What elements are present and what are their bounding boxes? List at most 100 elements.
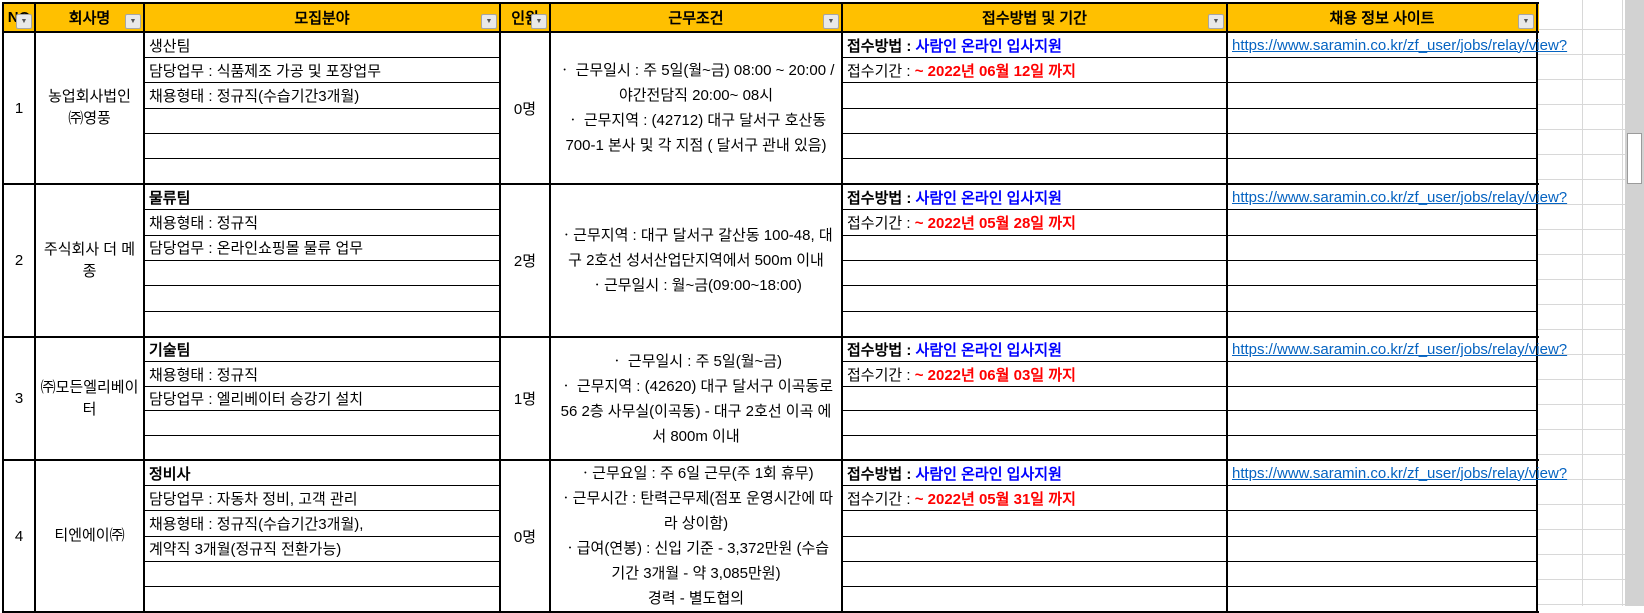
filter-button[interactable]: ▼	[1518, 14, 1534, 29]
company-name-cell[interactable]: 농업회사법인 ㈜영풍	[36, 33, 145, 183]
recruit-field-subrow[interactable]	[145, 159, 499, 183]
recruit-field-subrow[interactable]	[145, 109, 499, 134]
recruit-field-subrow[interactable]: 계약직 3개월(정규직 전환가능)	[145, 537, 499, 562]
empty-subrow[interactable]	[843, 134, 1226, 159]
column-header-headcount[interactable]: 인원 ▼	[501, 4, 551, 31]
filter-button[interactable]: ▼	[531, 14, 547, 29]
apply-method-subrow[interactable]: 접수방법 : 사람인 온라인 입사지원	[843, 461, 1226, 487]
empty-subrow[interactable]	[1228, 109, 1536, 134]
job-link-subrow[interactable]: https://www.saramin.co.kr/zf_user/jobs/r…	[1228, 338, 1567, 363]
company-name-cell[interactable]: 티엔에이㈜	[36, 461, 145, 611]
recruit-field-subrow[interactable]: 생산팀	[145, 33, 499, 59]
recruit-field-subrow[interactable]: 채용형태 : 정규직(수습기간3개월),	[145, 511, 499, 537]
job-link-subrow[interactable]: https://www.saramin.co.kr/zf_user/jobs/r…	[1228, 33, 1567, 59]
empty-subrow[interactable]	[1228, 134, 1536, 159]
column-header-recruit-field[interactable]: 모집분야 ▼	[145, 4, 501, 31]
empty-subrow[interactable]	[1228, 436, 1536, 459]
job-link-subrow[interactable]: https://www.saramin.co.kr/zf_user/jobs/r…	[1228, 185, 1567, 211]
job-info-site-cell[interactable]: https://www.saramin.co.kr/zf_user/jobs/r…	[1228, 185, 1567, 336]
job-posting-link[interactable]: https://www.saramin.co.kr/zf_user/jobs/r…	[1232, 36, 1568, 54]
company-name-cell[interactable]: ㈜모든엘리베이터	[36, 338, 145, 459]
empty-subrow[interactable]	[1228, 58, 1536, 84]
apply-period-subrow[interactable]: 접수기간 : ~ 2022년 06월 12일 까지	[843, 58, 1226, 84]
empty-subrow[interactable]	[843, 286, 1226, 312]
empty-subrow[interactable]	[1228, 159, 1536, 183]
scrollbar-thumb[interactable]	[1627, 133, 1642, 184]
recruit-field-subrow[interactable]: 담당업무 : 온라인쇼핑몰 물류 업무	[145, 236, 499, 261]
recruit-field-subrow[interactable]: 담당업무 : 식품제조 가공 및 포장업무	[145, 58, 499, 84]
column-header-company[interactable]: 회사명 ▼	[36, 4, 145, 31]
recruit-field-subrow[interactable]: 정비사	[145, 461, 499, 487]
empty-subrow[interactable]	[1228, 537, 1536, 562]
job-posting-link[interactable]: https://www.saramin.co.kr/zf_user/jobs/r…	[1232, 341, 1568, 359]
empty-subrow[interactable]	[1228, 83, 1536, 109]
empty-subrow[interactable]	[843, 411, 1226, 436]
work-conditions-cell[interactable]: ㆍ 근무일시 : 주 5일(월~금) 08:00 ~ 20:00 / 야간전담직…	[551, 33, 843, 183]
recruit-field-subrow[interactable]: 채용형태 : 정규직	[145, 362, 499, 387]
empty-subrow[interactable]	[843, 261, 1226, 287]
headcount-cell[interactable]: 0명	[501, 461, 551, 611]
recruit-field-subrow[interactable]	[145, 312, 499, 336]
recruit-field-subrow[interactable]	[145, 562, 499, 587]
empty-subrow[interactable]	[1228, 312, 1536, 336]
empty-subrow[interactable]	[843, 587, 1226, 611]
apply-period-subrow[interactable]: 접수기간 : ~ 2022년 06월 03일 까지	[843, 362, 1226, 387]
recruit-field-subrow[interactable]: 채용형태 : 정규직	[145, 210, 499, 236]
empty-subrow[interactable]	[1228, 387, 1536, 412]
headcount-cell[interactable]: 2명	[501, 185, 551, 336]
empty-subrow[interactable]	[1228, 411, 1536, 436]
recruit-field-subrow[interactable]: 채용형태 : 정규직(수습기간3개월)	[145, 83, 499, 109]
empty-subrow[interactable]	[843, 159, 1226, 183]
apply-method-period-cell[interactable]: 접수방법 : 사람인 온라인 입사지원 접수기간 : ~ 2022년 06월 12…	[843, 33, 1228, 183]
empty-subrow[interactable]	[843, 236, 1226, 261]
filter-button[interactable]: ▼	[16, 14, 32, 29]
recruit-field-cell[interactable]: 물류팀 채용형태 : 정규직 담당업무 : 온라인쇼핑몰 물류 업무	[145, 185, 501, 336]
empty-subrow[interactable]	[843, 436, 1226, 459]
apply-method-period-cell[interactable]: 접수방법 : 사람인 온라인 입사지원 접수기간 : ~ 2022년 05월 31…	[843, 461, 1228, 611]
job-info-site-cell[interactable]: https://www.saramin.co.kr/zf_user/jobs/r…	[1228, 33, 1567, 183]
recruit-field-subrow[interactable]	[145, 411, 499, 436]
job-posting-link[interactable]: https://www.saramin.co.kr/zf_user/jobs/r…	[1232, 464, 1568, 482]
apply-method-subrow[interactable]: 접수방법 : 사람인 온라인 입사지원	[843, 33, 1226, 59]
headcount-cell[interactable]: 0명	[501, 33, 551, 183]
recruit-field-subrow[interactable]: 담당업무 : 엘리베이터 승강기 설치	[145, 387, 499, 412]
empty-subrow[interactable]	[843, 387, 1226, 412]
empty-subrow[interactable]	[1228, 511, 1536, 537]
empty-subrow[interactable]	[1228, 486, 1536, 512]
job-info-site-cell[interactable]: https://www.saramin.co.kr/zf_user/jobs/r…	[1228, 338, 1567, 459]
empty-subrow[interactable]	[1228, 261, 1536, 287]
recruit-field-subrow[interactable]: 물류팀	[145, 185, 499, 211]
column-header-apply-method-period[interactable]: 접수방법 및 기간 ▼	[843, 4, 1228, 31]
empty-subrow[interactable]	[843, 562, 1226, 587]
apply-method-period-cell[interactable]: 접수방법 : 사람인 온라인 입사지원 접수기간 : ~ 2022년 06월 03…	[843, 338, 1228, 459]
apply-period-subrow[interactable]: 접수기간 : ~ 2022년 05월 28일 까지	[843, 210, 1226, 236]
empty-subrow[interactable]	[1228, 286, 1536, 312]
apply-method-subrow[interactable]: 접수방법 : 사람인 온라인 입사지원	[843, 185, 1226, 211]
row-number-cell[interactable]: 1	[4, 33, 36, 183]
empty-subrow[interactable]	[843, 109, 1226, 134]
filter-button[interactable]: ▼	[481, 14, 497, 29]
empty-subrow[interactable]	[1228, 236, 1536, 261]
recruit-field-subrow[interactable]	[145, 436, 499, 459]
recruit-field-cell[interactable]: 정비사 담당업무 : 자동차 정비, 고객 관리 채용형태 : 정규직(수습기간3개…	[145, 461, 501, 611]
recruit-field-cell[interactable]: 생산팀 담당업무 : 식품제조 가공 및 포장업무 채용형태 : 정규직(수습기간3…	[145, 33, 501, 183]
filter-button[interactable]: ▼	[125, 14, 141, 29]
filter-button[interactable]: ▼	[1208, 14, 1224, 29]
empty-subrow[interactable]	[1228, 562, 1536, 587]
recruit-field-subrow[interactable]	[145, 134, 499, 159]
job-posting-link[interactable]: https://www.saramin.co.kr/zf_user/jobs/r…	[1232, 188, 1568, 206]
row-number-cell[interactable]: 4	[4, 461, 36, 611]
empty-subrow[interactable]	[843, 83, 1226, 109]
headcount-cell[interactable]: 1명	[501, 338, 551, 459]
recruit-field-subrow[interactable]	[145, 261, 499, 287]
row-number-cell[interactable]: 2	[4, 185, 36, 336]
apply-method-period-cell[interactable]: 접수방법 : 사람인 온라인 입사지원 접수기간 : ~ 2022년 05월 28…	[843, 185, 1228, 336]
recruit-field-subrow[interactable]	[145, 587, 499, 611]
work-conditions-cell[interactable]: ㆍ근무지역 : 대구 달서구 갈산동 100-48, 대구 2호선 성서산업단지…	[551, 185, 843, 336]
filter-button[interactable]: ▼	[823, 14, 839, 29]
job-link-subrow[interactable]: https://www.saramin.co.kr/zf_user/jobs/r…	[1228, 461, 1567, 487]
vertical-scrollbar[interactable]	[1625, 0, 1644, 606]
empty-subrow[interactable]	[843, 537, 1226, 562]
empty-subrow[interactable]	[843, 312, 1226, 336]
work-conditions-cell[interactable]: ㆍ근무요일 : 주 6일 근무(주 1회 휴무) ㆍ근무시간 : 탄력근무제(점포…	[551, 461, 843, 611]
